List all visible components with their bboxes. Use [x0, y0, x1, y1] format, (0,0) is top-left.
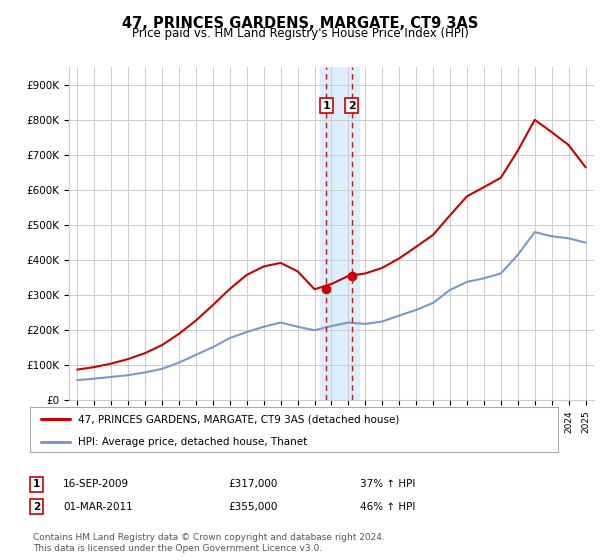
Text: 16-SEP-2009: 16-SEP-2009 [63, 479, 129, 489]
Text: 01-MAR-2011: 01-MAR-2011 [63, 502, 133, 512]
Text: 47, PRINCES GARDENS, MARGATE, CT9 3AS: 47, PRINCES GARDENS, MARGATE, CT9 3AS [122, 16, 478, 31]
Text: 37% ↑ HPI: 37% ↑ HPI [360, 479, 415, 489]
Text: Price paid vs. HM Land Registry's House Price Index (HPI): Price paid vs. HM Land Registry's House … [131, 27, 469, 40]
Bar [320, 67, 359, 400]
Text: 46% ↑ HPI: 46% ↑ HPI [360, 502, 415, 512]
Text: 2: 2 [348, 100, 356, 110]
Text: HPI: Average price, detached house, Thanet: HPI: Average price, detached house, Than… [77, 437, 307, 447]
Text: Contains HM Land Registry data © Crown copyright and database right 2024.
This d: Contains HM Land Registry data © Crown c… [33, 533, 385, 553]
Text: 1: 1 [323, 100, 330, 110]
Text: 47, PRINCES GARDENS, MARGATE, CT9 3AS (detached house): 47, PRINCES GARDENS, MARGATE, CT9 3AS (d… [77, 414, 399, 424]
Text: 1: 1 [33, 479, 40, 489]
Text: 2: 2 [33, 502, 40, 512]
Text: £355,000: £355,000 [228, 502, 277, 512]
Text: £317,000: £317,000 [228, 479, 277, 489]
